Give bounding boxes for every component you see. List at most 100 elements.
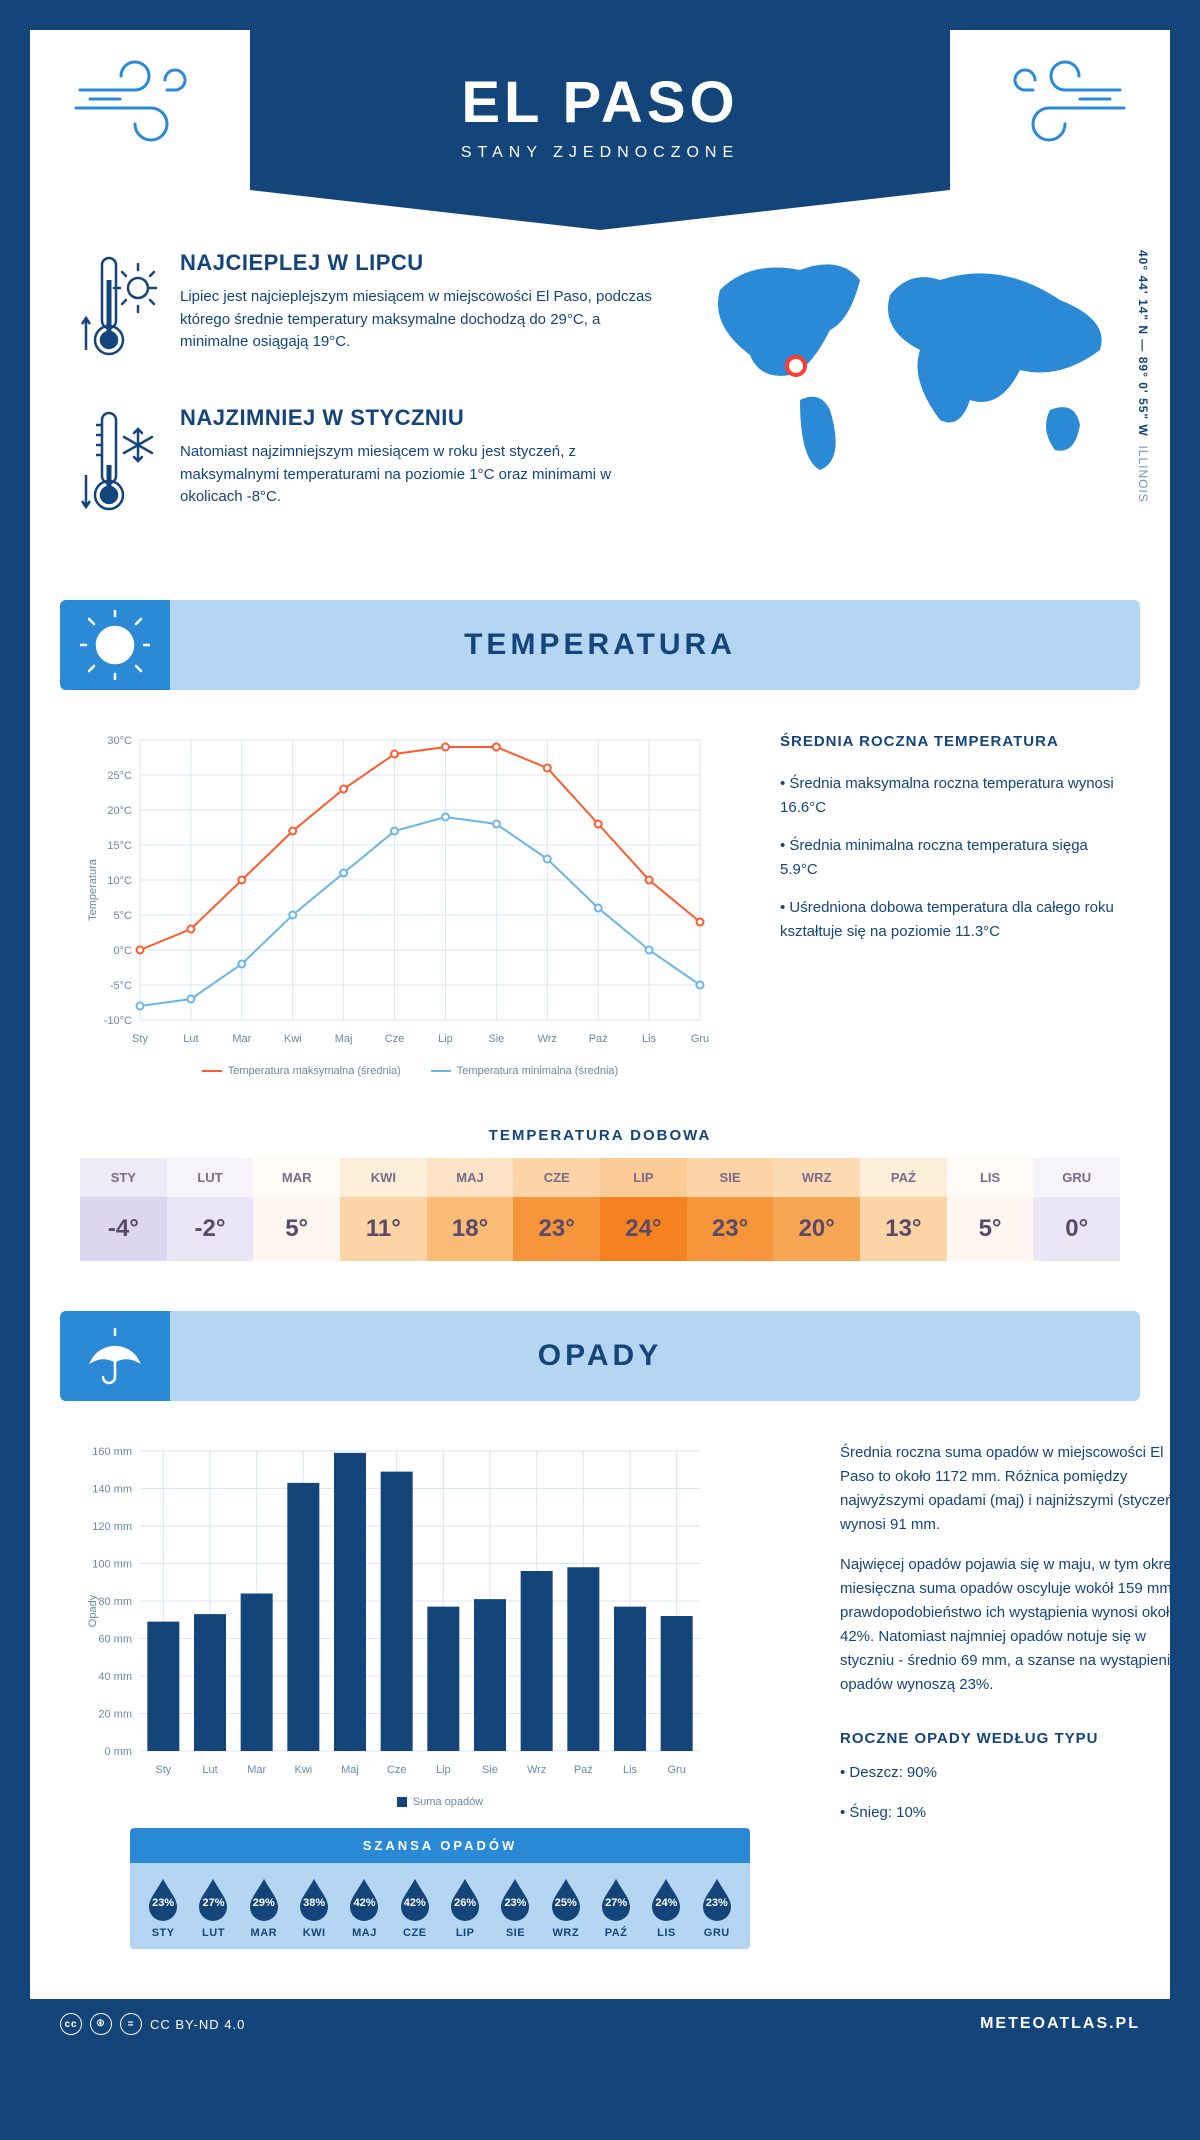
daily-temp-cell: KWI11° — [340, 1158, 427, 1261]
by-icon: 🅯 — [90, 2013, 112, 2035]
chance-cell: 26%LIP — [440, 1877, 490, 1939]
temperature-line-chart: -10°C-5°C0°C5°C10°C15°C20°C25°C30°CStyLu… — [80, 730, 740, 1077]
infographic-page: EL PASO STANY ZJEDNOCZONE — [20, 20, 1180, 2059]
umbrella-icon — [60, 1311, 170, 1401]
warmest-body: Lipiec jest najcieplejszym miesiącem w m… — [180, 286, 660, 354]
svg-text:10°C: 10°C — [107, 875, 132, 887]
nd-icon: = — [120, 2013, 142, 2035]
svg-text:Cze: Cze — [387, 1764, 407, 1776]
svg-text:Lip: Lip — [436, 1764, 451, 1776]
coldest-title: NAJZIMNIEJ W STYCZNIU — [180, 405, 660, 431]
sun-icon — [60, 600, 170, 690]
svg-text:30°C: 30°C — [107, 735, 132, 747]
license-block: cc 🅯 = CC BY-ND 4.0 — [60, 2013, 245, 2035]
daily-temp-cell: MAR5° — [253, 1158, 340, 1261]
chance-cell: 27%LUT — [188, 1877, 238, 1939]
overview-text-column: NAJCIEPLEJ W LIPCU Lipiec jest najcieple… — [80, 250, 660, 560]
chance-cell: 25%WRZ — [541, 1877, 591, 1939]
svg-text:Maj: Maj — [341, 1764, 359, 1776]
temp-bullet: • Uśredniona dobowa temperatura dla całe… — [780, 896, 1120, 944]
svg-text:Kwi: Kwi — [294, 1764, 312, 1776]
svg-text:Maj: Maj — [335, 1033, 353, 1045]
temperature-section-header: TEMPERATURA — [60, 600, 1140, 690]
warmest-block: NAJCIEPLEJ W LIPCU Lipiec jest najcieple… — [80, 250, 660, 375]
temperature-chart-row: -10°C-5°C0°C5°C10°C15°C20°C25°C30°CStyLu… — [30, 690, 1170, 1107]
wind-icon — [70, 50, 210, 150]
temp-bullet: • Średnia maksymalna roczna temperatura … — [780, 772, 1120, 820]
svg-text:Lis: Lis — [623, 1764, 638, 1776]
precip-type-bullet: • Śnieg: 10% — [840, 1801, 1200, 1825]
location-marker-icon — [785, 355, 807, 377]
svg-text:100 mm: 100 mm — [92, 1559, 132, 1571]
svg-text:-5°C: -5°C — [110, 980, 132, 992]
svg-text:Sty: Sty — [132, 1033, 148, 1045]
svg-text:Mar: Mar — [247, 1764, 266, 1776]
svg-text:Lip: Lip — [438, 1033, 453, 1045]
svg-text:Lis: Lis — [642, 1033, 657, 1045]
svg-text:Paź: Paź — [589, 1033, 608, 1045]
svg-text:80 mm: 80 mm — [98, 1596, 132, 1608]
coldest-block: NAJZIMNIEJ W STYCZNIU Natomiast najzimni… — [80, 405, 660, 530]
svg-text:Temperatura: Temperatura — [87, 858, 99, 921]
temperature-legend: Temperatura maksymalna (średnia) Tempera… — [80, 1065, 740, 1077]
cc-icon: cc — [60, 2013, 82, 2035]
svg-text:Wrz: Wrz — [538, 1033, 557, 1045]
license-text: CC BY-ND 4.0 — [150, 2017, 245, 2032]
svg-text:Gru: Gru — [667, 1764, 685, 1776]
svg-text:20 mm: 20 mm — [98, 1709, 132, 1721]
title-banner: EL PASO STANY ZJEDNOCZONE — [250, 30, 950, 230]
chance-cell: 29%MAR — [239, 1877, 289, 1939]
svg-text:0 mm: 0 mm — [105, 1746, 133, 1758]
chance-cell: 24%LIS — [641, 1877, 691, 1939]
wind-decoration-left — [30, 30, 250, 230]
wind-decoration-right — [950, 30, 1170, 230]
temp-bullet: • Średnia minimalna roczna temperatura s… — [780, 834, 1120, 882]
chance-cell: 23%STY — [138, 1877, 188, 1939]
svg-text:-10°C: -10°C — [104, 1015, 132, 1027]
chance-title: SZANSA OPADÓW — [130, 1828, 750, 1863]
header-row: EL PASO STANY ZJEDNOCZONE — [30, 30, 1170, 230]
precip-legend: Suma opadów — [80, 1796, 800, 1808]
svg-text:20°C: 20°C — [107, 805, 132, 817]
svg-text:Sie: Sie — [482, 1764, 498, 1776]
daily-temp-cell: CZE23° — [513, 1158, 600, 1261]
chance-cell: 27%PAŹ — [591, 1877, 641, 1939]
thermometer-hot-icon — [80, 250, 160, 375]
daily-temp-cell: PAŹ13° — [860, 1158, 947, 1261]
chance-cell: 42%CZE — [390, 1877, 440, 1939]
overview-section: NAJCIEPLEJ W LIPCU Lipiec jest najcieple… — [30, 230, 1170, 600]
country-subtitle: STANY ZJEDNOCZONE — [250, 144, 950, 162]
svg-text:Sie: Sie — [488, 1033, 504, 1045]
precip-chance-panel: SZANSA OPADÓW 23%STY27%LUT29%MAR38%KWI42… — [130, 1828, 750, 1949]
daily-temp-cell: LUT-2° — [167, 1158, 254, 1261]
precip-chart-row: 0 mm20 mm40 mm60 mm80 mm100 mm120 mm140 … — [30, 1401, 1170, 1959]
temperature-summary-text: ŚREDNIA ROCZNA TEMPERATURA • Średnia mak… — [780, 730, 1120, 1077]
site-name: METEOATLAS.PL — [980, 2015, 1140, 2033]
svg-text:160 mm: 160 mm — [92, 1446, 132, 1458]
svg-text:Opady: Opady — [87, 1594, 99, 1627]
daily-temp-cell: GRU0° — [1033, 1158, 1120, 1261]
daily-temp-cell: SIE23° — [687, 1158, 774, 1261]
svg-text:40 mm: 40 mm — [98, 1671, 132, 1683]
wind-icon — [990, 50, 1130, 150]
footer: cc 🅯 = CC BY-ND 4.0 METEOATLAS.PL — [30, 1999, 1170, 2049]
svg-text:Lut: Lut — [183, 1033, 198, 1045]
daily-temp-cell: STY-4° — [80, 1158, 167, 1261]
daily-temp-cell: WRZ20° — [773, 1158, 860, 1261]
daily-temp-table: STY-4°LUT-2°MAR5°KWI11°MAJ18°CZE23°LIP24… — [80, 1158, 1120, 1261]
svg-text:Sty: Sty — [155, 1764, 171, 1776]
chance-cell: 38%KWI — [289, 1877, 339, 1939]
coldest-body: Natomiast najzimniejszym miesiącem w rok… — [180, 441, 660, 509]
svg-text:Cze: Cze — [385, 1033, 405, 1045]
world-map-icon — [700, 250, 1120, 490]
svg-text:15°C: 15°C — [107, 840, 132, 852]
chance-cell: 23%SIE — [490, 1877, 540, 1939]
precip-section-header: OPADY — [60, 1311, 1140, 1401]
chance-cell: 42%MAJ — [339, 1877, 389, 1939]
svg-text:60 mm: 60 mm — [98, 1634, 132, 1646]
chance-cell: 23%GRU — [692, 1877, 742, 1939]
svg-text:Kwi: Kwi — [284, 1033, 302, 1045]
daily-temp-cell: LIP24° — [600, 1158, 687, 1261]
precip-summary-text: Średnia roczna suma opadów w miejscowośc… — [840, 1441, 1200, 1949]
svg-text:140 mm: 140 mm — [92, 1484, 132, 1496]
